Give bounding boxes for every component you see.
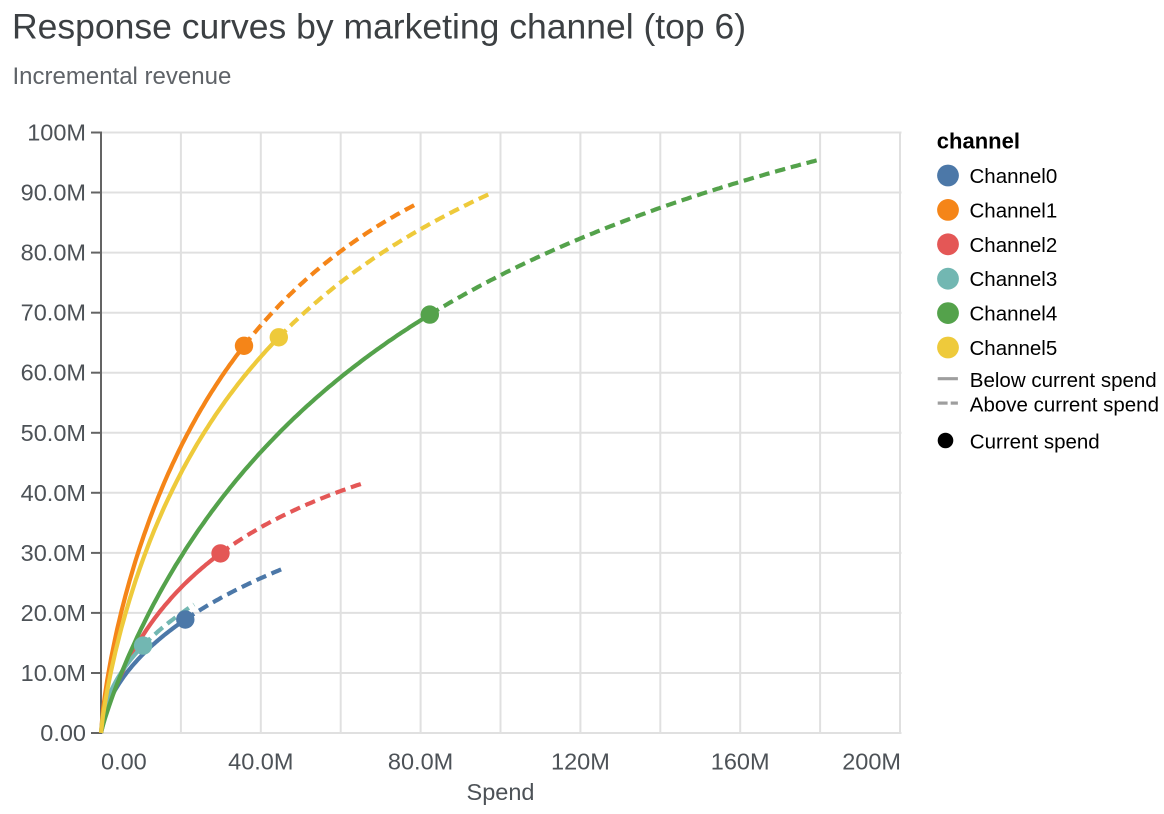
svg-text:20.0M: 20.0M — [21, 600, 86, 626]
svg-text:80.0M: 80.0M — [388, 749, 453, 775]
svg-text:Channel0: Channel0 — [970, 165, 1058, 188]
svg-text:Incremental revenue: Incremental revenue — [13, 63, 232, 90]
svg-text:10.0M: 10.0M — [21, 660, 86, 686]
svg-text:80.0M: 80.0M — [21, 240, 86, 266]
svg-text:Channel5: Channel5 — [970, 337, 1058, 360]
svg-text:Channel3: Channel3 — [970, 268, 1058, 291]
svg-text:40.0M: 40.0M — [228, 749, 293, 775]
svg-text:160M: 160M — [711, 749, 770, 775]
svg-text:Spend: Spend — [467, 779, 535, 805]
svg-text:Channel4: Channel4 — [970, 303, 1058, 326]
svg-text:100M: 100M — [27, 120, 86, 146]
svg-text:0.00: 0.00 — [40, 720, 86, 746]
svg-text:channel: channel — [937, 129, 1020, 154]
svg-text:Below current spend: Below current spend — [970, 369, 1157, 392]
svg-text:40.0M: 40.0M — [21, 480, 86, 506]
svg-text:60.0M: 60.0M — [21, 360, 86, 386]
svg-text:Channel2: Channel2 — [970, 234, 1058, 257]
svg-text:Channel1: Channel1 — [970, 199, 1058, 222]
svg-text:50.0M: 50.0M — [21, 420, 86, 446]
svg-text:200M: 200M — [842, 749, 901, 775]
svg-text:0.00: 0.00 — [101, 749, 147, 775]
svg-text:90.0M: 90.0M — [21, 180, 86, 206]
svg-text:70.0M: 70.0M — [21, 300, 86, 326]
svg-text:120M: 120M — [551, 749, 610, 775]
svg-text:30.0M: 30.0M — [21, 540, 86, 566]
svg-text:Above current spend: Above current spend — [970, 393, 1159, 416]
svg-text:Response curves by marketing c: Response curves by marketing channel (to… — [12, 7, 746, 47]
svg-text:Current spend: Current spend — [970, 430, 1100, 453]
